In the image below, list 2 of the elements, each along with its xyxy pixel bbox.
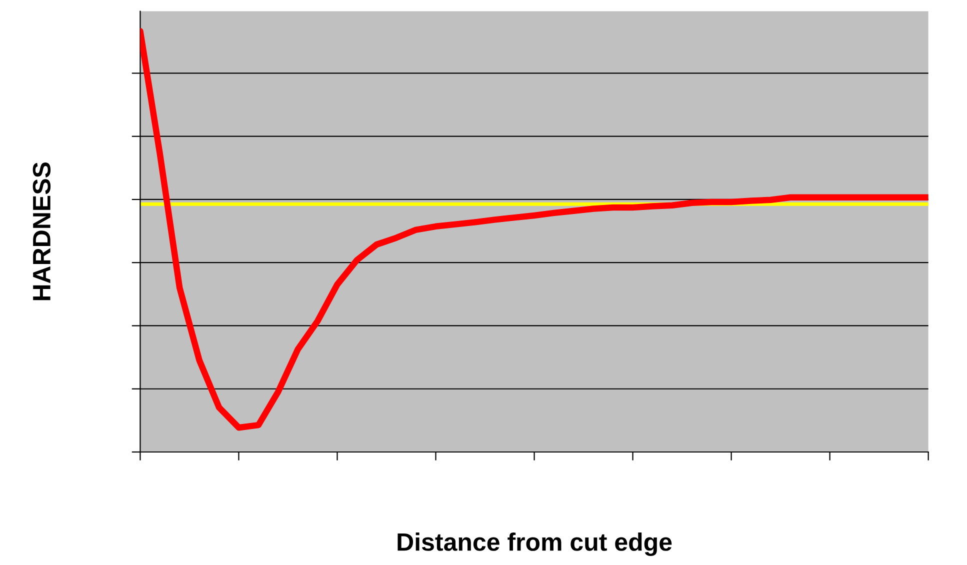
x-axis-title: Distance from cut edge	[398, 532, 672, 556]
y-axis-title: HARDNESS	[32, 162, 51, 300]
